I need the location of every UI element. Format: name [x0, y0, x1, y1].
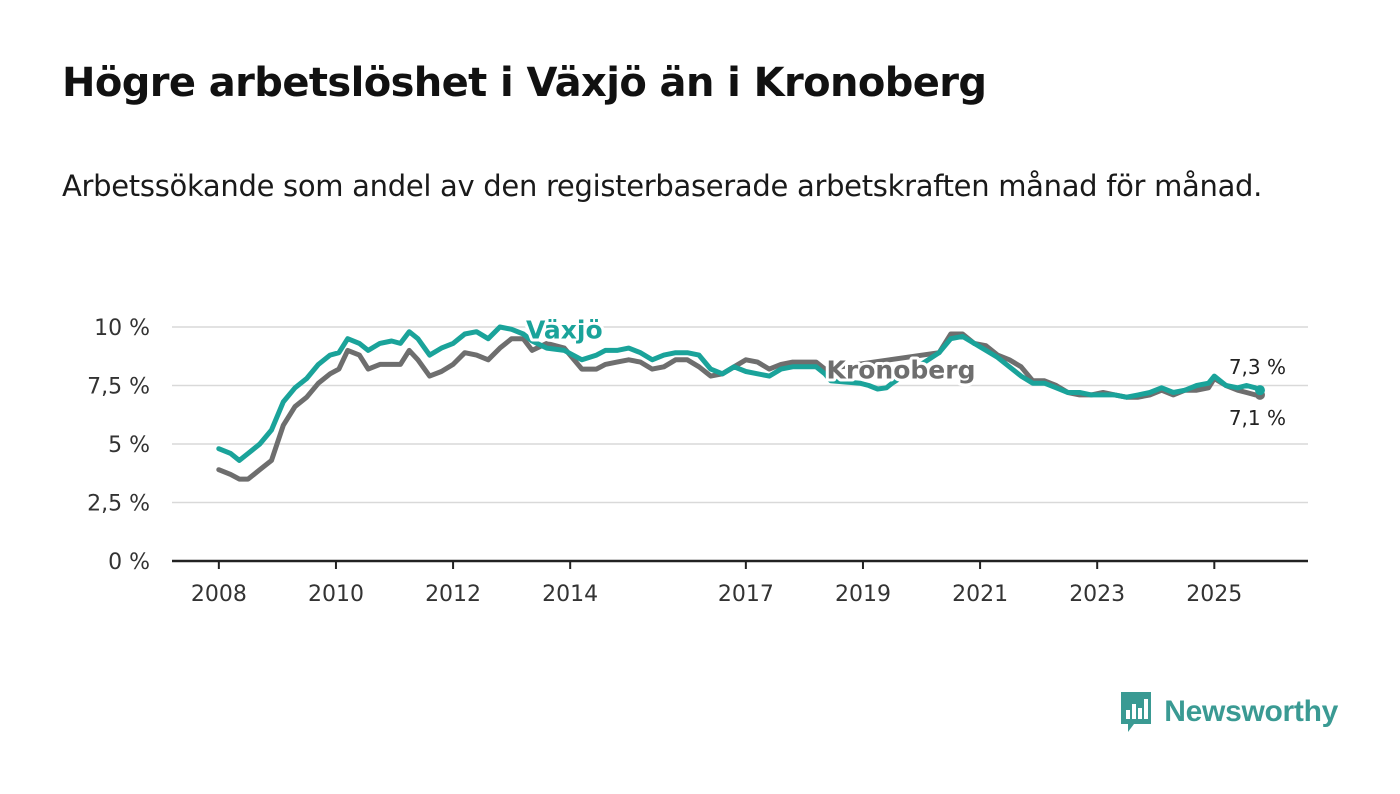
x-tick-label: 2023: [1069, 582, 1125, 607]
page-subtitle: Arbetssökande som andel av den registerb…: [62, 169, 1263, 203]
y-tick-label: 0 %: [108, 550, 150, 575]
brand-logo: Newsworthy: [1118, 690, 1338, 734]
series-line-vaxjo: [216, 324, 1263, 463]
gridlines: [172, 326, 1308, 563]
x-tick-label: 2021: [952, 582, 1008, 607]
newsworthy-logo-icon: [1121, 692, 1152, 732]
end-value-label-vaxjo: 7,3 %: [1229, 355, 1286, 379]
y-tick-label: 7,5 %: [87, 375, 150, 400]
brand-name: Newsworthy: [1164, 695, 1338, 728]
y-tick-label: 10 %: [94, 316, 150, 341]
series-label-kronoberg: Kronoberg: [827, 355, 976, 384]
end-value-label-kronoberg: 7,1 %: [1229, 406, 1286, 430]
x-tick-label: 2010: [308, 582, 364, 607]
series-label-vaxjo: Växjö: [526, 316, 603, 345]
y-axis-ticks: 0 % 2,5 % 5 % 7,5 % 10 %: [87, 316, 150, 575]
y-tick-label: 5 %: [108, 433, 150, 458]
series-labels: Växjö Kronoberg 7,3 % 7,1 %: [523, 313, 1288, 432]
x-axis-ticks: 2008 2010 2012 2014 2017 2019 2021 2023 2025: [191, 561, 1242, 607]
x-tick-label: 2017: [718, 582, 774, 607]
x-tick-label: 2025: [1186, 582, 1242, 607]
x-tick-label: 2014: [542, 582, 598, 607]
x-tick-label: 2019: [835, 582, 891, 607]
y-tick-label: 2,5 %: [87, 492, 150, 517]
x-tick-label: 2008: [191, 582, 247, 607]
x-tick-label: 2012: [425, 582, 481, 607]
page-title: Högre arbetslöshet i Växjö än i Kronober…: [62, 60, 987, 106]
series-line-kronoberg: [216, 331, 1263, 482]
end-marker-vaxjo: [1254, 385, 1265, 396]
series-lines: [216, 324, 1265, 482]
